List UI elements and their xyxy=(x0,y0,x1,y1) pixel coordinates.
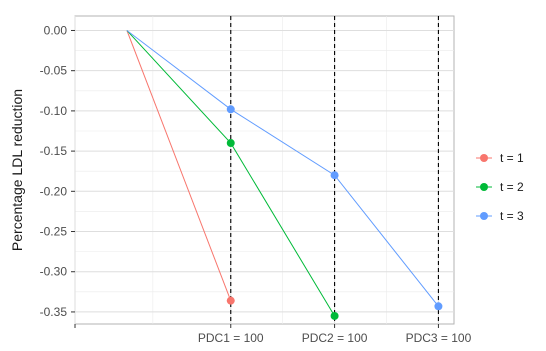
legend-label-t3: t = 3 xyxy=(500,209,524,223)
series-points xyxy=(226,105,443,320)
data-point-t2 xyxy=(226,139,235,148)
x-tick-label: PDC1 = 100 xyxy=(198,331,264,345)
major-gridlines xyxy=(74,16,454,324)
data-point-t3 xyxy=(226,105,235,114)
data-point-t3 xyxy=(330,171,339,180)
panel-background xyxy=(74,15,455,325)
legend-label-t1: t = 1 xyxy=(500,151,524,165)
y-tick-label: -0.15 xyxy=(40,144,68,158)
legend-key-point xyxy=(480,154,488,162)
legend-key-point xyxy=(480,212,488,220)
x-tick-label: PDC2 = 100 xyxy=(302,331,368,345)
data-point-t2 xyxy=(330,311,339,320)
x-axis: PDC1 = 100 PDC2 = 100 PDC3 = 100 xyxy=(74,324,472,345)
data-point-t3 xyxy=(434,302,443,311)
y-tick-label: -0.35 xyxy=(40,305,68,319)
y-tick-label: -0.10 xyxy=(40,104,68,118)
y-tick-label: -0.30 xyxy=(40,265,68,279)
data-point-t1 xyxy=(226,296,235,305)
y-tick-label: -0.20 xyxy=(40,184,68,198)
minor-gridlines xyxy=(75,16,454,324)
y-axis: 0.00 -0.05 -0.10 -0.15 -0.20 -0.25 -0.30 -0.35 xyxy=(40,23,75,319)
legend: t = 1 t = 2 t = 3 xyxy=(476,151,524,223)
reference-lines xyxy=(230,16,439,324)
legend-key-point xyxy=(480,183,488,191)
y-tick-label: -0.05 xyxy=(40,64,68,78)
series-line-t3 xyxy=(126,30,439,307)
legend-label-t2: t = 2 xyxy=(500,180,524,194)
y-axis-title: Percentage LDL reduction xyxy=(9,89,25,251)
series-line-t1 xyxy=(126,30,232,301)
y-tick-label: 0.00 xyxy=(44,23,68,37)
x-tick-label: PDC3 = 100 xyxy=(406,331,472,345)
y-tick-label: -0.25 xyxy=(40,225,68,239)
